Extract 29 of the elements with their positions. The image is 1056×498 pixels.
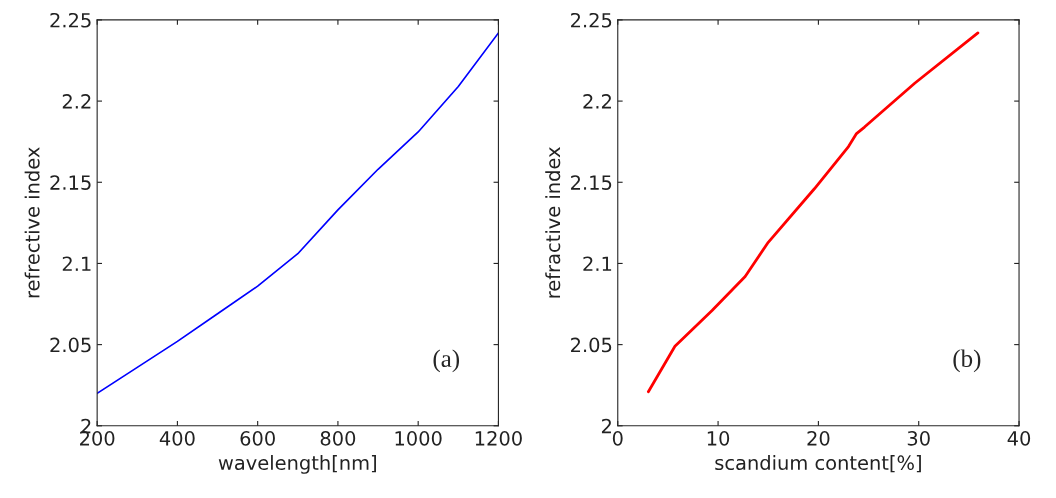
x-tick-label: 1200 — [475, 430, 522, 446]
x-tick-label: 40 — [1007, 430, 1031, 446]
x-tick-label: 0 — [612, 430, 623, 446]
y-tick-label: 2.1 — [583, 256, 612, 271]
y-tick-label: 2.25 — [50, 12, 91, 28]
y-tick-label: 2.15 — [50, 175, 91, 190]
x-tick-label: 400 — [159, 430, 195, 446]
annotation: (a) — [433, 349, 460, 373]
y-tick-label: 2.05 — [571, 337, 612, 353]
line-series — [646, 31, 980, 394]
line-series — [97, 32, 499, 395]
y-tick-label: 2.2 — [62, 94, 91, 109]
x-tick-label: 600 — [240, 430, 275, 446]
y-tick-label: 2.25 — [571, 12, 612, 28]
y-tick-label: 2.1 — [62, 256, 91, 271]
x-tick-label: 30 — [907, 430, 930, 446]
x-tick-label: 800 — [320, 430, 356, 446]
annotation: (b) — [953, 349, 981, 373]
y-tick-label: 2.05 — [50, 337, 91, 353]
x-tick-label: 20 — [807, 430, 830, 446]
x-axis-title: wavelength[nm] — [218, 455, 376, 474]
y-tick-label: 2.15 — [571, 175, 612, 190]
x-axis-title: scandium content[%] — [715, 455, 921, 473]
x-tick-label: 1000 — [395, 430, 442, 446]
y-tick-label: 2.2 — [583, 94, 611, 109]
y-axis-title: refractive index — [545, 147, 561, 298]
x-tick-label: 10 — [707, 430, 730, 446]
y-tick-label: 2 — [601, 418, 611, 434]
y-axis-title: refrective index — [24, 147, 40, 298]
